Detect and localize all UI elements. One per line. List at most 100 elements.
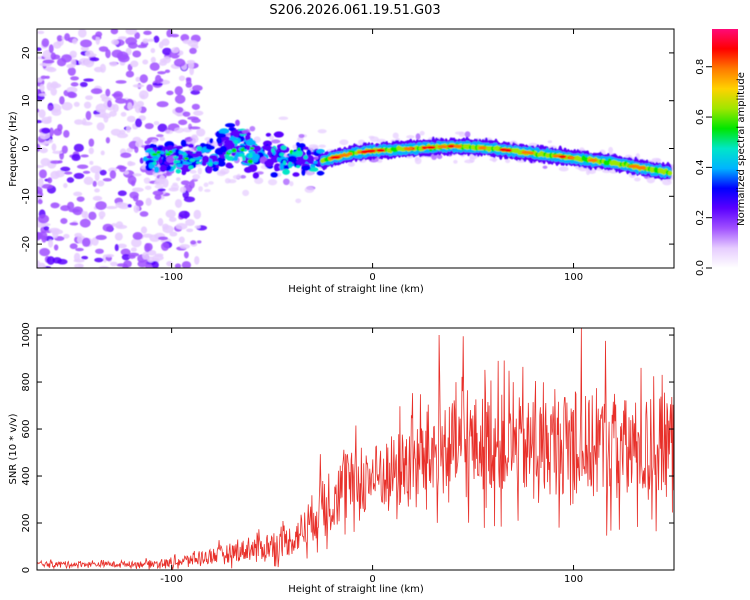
noise-cell [178, 75, 186, 82]
noise-cell [63, 233, 70, 239]
halo-cell [170, 184, 180, 190]
noise-cell [127, 161, 136, 166]
noise-cell [117, 190, 127, 197]
signal-peak-cell [153, 154, 158, 160]
signal-peak-cell [227, 149, 234, 154]
colorbar-label: Normalized spectral amplitude [736, 72, 747, 226]
noise-cell [98, 46, 109, 52]
signal-cell [224, 139, 234, 145]
ridge-peak [426, 145, 436, 150]
noise-cell [38, 109, 46, 119]
halo-cell [542, 165, 548, 169]
noise-cell [72, 38, 78, 45]
noise-cell [37, 177, 44, 187]
noise-cell [98, 210, 106, 218]
noise-cell [107, 100, 112, 108]
halo-cell [154, 178, 164, 183]
signal-peak-cell [313, 160, 318, 165]
x-tick-label: -100 [160, 272, 183, 283]
noise-cell [159, 78, 164, 83]
noise-cell [194, 255, 200, 265]
noise-cell [37, 30, 45, 35]
halo-cell [154, 184, 164, 189]
signal-peak-cell [234, 140, 239, 144]
noise-cell [151, 254, 164, 261]
noise-cell [85, 95, 93, 100]
noise-cell [175, 106, 184, 113]
signal-cell [217, 160, 226, 167]
signal-cell [264, 159, 274, 167]
signal-cell [274, 166, 280, 172]
noise-cell [61, 102, 73, 111]
halo-cell [189, 169, 197, 174]
halo-cell [269, 135, 275, 141]
signal-peak-cell [296, 165, 301, 169]
noise-cell [191, 103, 200, 110]
noise-cell [85, 110, 92, 121]
signal-peak-cell [224, 154, 230, 157]
noise-cell [127, 204, 132, 208]
noise-cell [109, 261, 118, 267]
x-tick-label: 0 [369, 272, 375, 283]
noise-cell [76, 164, 89, 169]
noise-cell [178, 210, 190, 219]
halo-cell [278, 116, 289, 121]
noise-cell [156, 101, 169, 108]
signal-peak-cell [189, 158, 196, 162]
noise-cell [67, 201, 75, 210]
noise-cell [90, 165, 102, 174]
halo-cell [184, 137, 193, 142]
ridge-peak [587, 158, 598, 162]
signal-cell [176, 163, 183, 168]
halo-cell [172, 182, 178, 186]
noise-cell [103, 115, 109, 123]
halo-cell [662, 179, 672, 186]
signal-peak-cell [196, 161, 201, 165]
y-tick-label: 10 [21, 94, 32, 107]
noise-cell [94, 188, 100, 193]
noise-cell [37, 199, 43, 205]
noise-cell [139, 157, 144, 164]
halo-cell [464, 159, 474, 164]
y-tick-label: 0 [21, 567, 32, 573]
signal-peak-cell [152, 161, 157, 166]
halo-cell [608, 146, 614, 154]
y-tick-label: 1000 [21, 322, 32, 347]
noise-cell [68, 208, 81, 213]
noise-cell [196, 240, 202, 244]
noise-cell [175, 177, 181, 182]
noise-cell [157, 218, 164, 227]
noise-cell [174, 263, 182, 268]
halo-cell [547, 140, 553, 144]
signal-cell [303, 146, 309, 151]
noise-cell [94, 257, 104, 263]
signal-cell [292, 172, 300, 177]
noise-cell [150, 48, 156, 54]
noise-cell [80, 39, 92, 48]
noise-cell [109, 170, 117, 179]
noise-cell [94, 113, 106, 118]
signal-peak-cell [240, 148, 245, 152]
noise-cell [88, 138, 95, 147]
signal-cell [280, 145, 287, 150]
noise-cell [150, 56, 156, 64]
noise-cell [37, 164, 45, 169]
noise-cell [37, 108, 40, 113]
noise-cell [120, 111, 127, 117]
signal-peak-cell [178, 150, 185, 155]
noise-cell [48, 44, 54, 54]
spectrogram-y-label: Frequency (Hz) [8, 111, 19, 187]
halo-cell [295, 198, 302, 204]
ridge-peak [364, 149, 376, 153]
ridge-peak [478, 146, 487, 150]
noise-cell [166, 90, 174, 96]
noise-cell [115, 202, 127, 208]
noise-cell [100, 150, 105, 156]
halo-cell [392, 132, 399, 139]
noise-cell [135, 200, 144, 207]
signal-cell [248, 164, 258, 173]
signal-cell [159, 164, 167, 173]
halo-cell [220, 168, 230, 175]
noise-cell [109, 61, 118, 67]
